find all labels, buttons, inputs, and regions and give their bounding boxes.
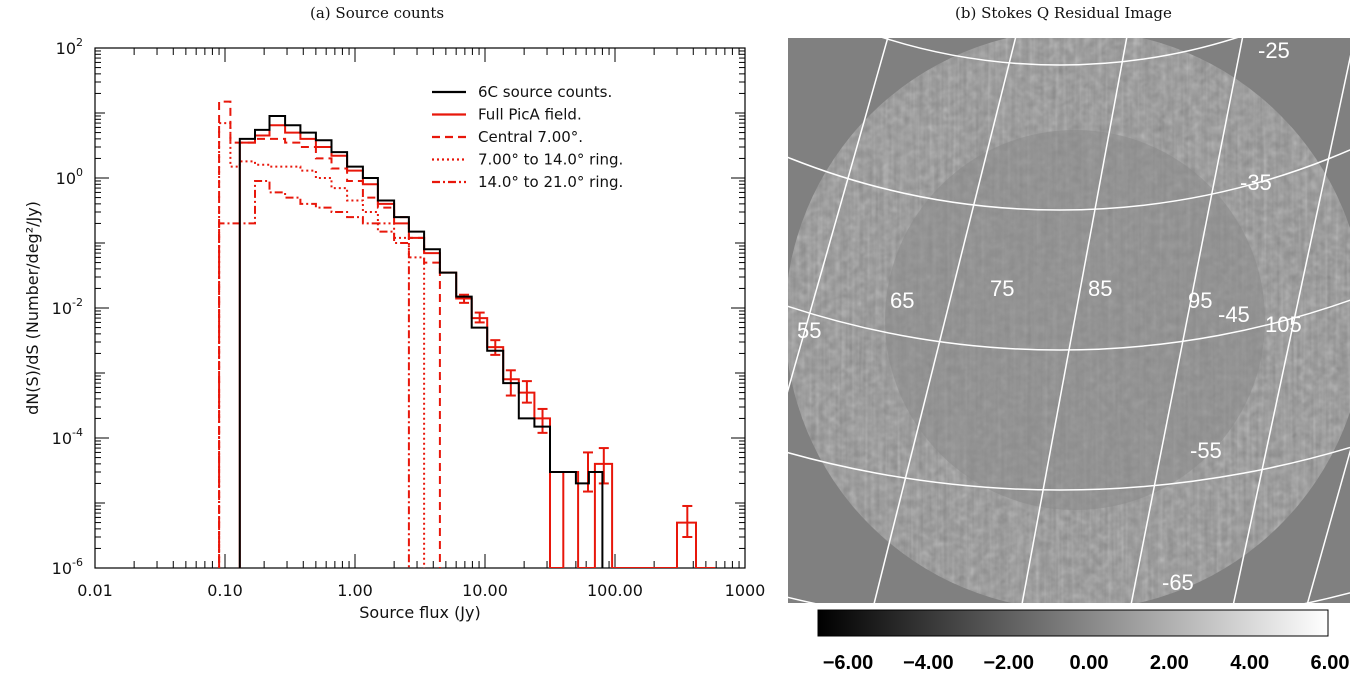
series-line [238,115,604,568]
x-tick-label: 1.00 [337,581,373,600]
panel-a-caption: (a) Source counts [310,4,445,22]
x-tick-label: 10.00 [462,581,508,600]
ra-grid-line [873,38,1017,603]
legend: 6C source counts. Full PicA field. Central… [432,83,623,191]
ra-grid-line [788,38,889,393]
legend-label: Central 7.00°. [478,128,583,146]
y-tick-label: 102 [56,36,83,58]
x-axis-label: Source flux (Jy) [359,603,480,622]
dec-grid-line [788,299,1350,351]
colorbar-tick-label: −6.00 [823,652,874,674]
dec-label: -25 [1258,38,1290,63]
x-axis-ticks [94,48,746,568]
colorbar [817,609,1329,637]
plot-frame [94,47,746,569]
y-tick-label: 10-2 [52,296,83,318]
series-line [218,180,410,568]
panel-a-chart: 0.01 0.10 1.00 10.00 100.00 1000 10-6 10-4 10-2… [23,36,765,622]
dec-label: -65 [1162,570,1194,595]
dec-grid-line [882,38,1238,66]
ra-grid-line [1130,38,1244,603]
colorbar-tick-label: 6.00 [1311,652,1350,674]
y-tick-label: 100 [56,166,83,188]
ra-grid-line [1021,38,1128,603]
dec-label: -55 [1190,438,1222,463]
error-bar [598,447,609,485]
dec-grid-line [788,446,1350,491]
ra-label: 105 [1265,312,1302,337]
legend-label: 6C source counts. [478,83,612,101]
ra-label: 75 [990,276,1014,301]
ra-grid-line [1306,449,1350,603]
series-layer [218,100,716,568]
series-line [218,122,426,568]
dec-label: -45 [1218,302,1250,327]
residual-disk [788,38,1350,603]
coordinate-labels: 55 65 75 85 95 105 -25 -35 -45 -55 -65 [797,38,1302,595]
ra-grid-line [1232,54,1350,603]
colorbar-labels: −6.00 −4.00 −2.00 0.00 2.00 4.00 6.00 [823,652,1350,674]
colorbar-tick-label: −2.00 [983,652,1034,674]
y-tick-label: 10-4 [52,426,83,448]
y-axis-ticks [95,47,745,569]
x-tick-label: 100.00 [587,581,643,600]
panel-b-caption: (b) Stokes Q Residual Image [955,4,1172,22]
y-axis-label: dN(S)/dS (Number/deg²/Jy) [23,201,42,415]
series-line [238,124,716,568]
colorbar-tick-label: 2.00 [1150,652,1189,674]
dec-grid-line [788,148,1350,211]
legend-label: Full PicA field. [478,106,582,124]
x-tick-label: 0.01 [77,581,113,600]
x-tick-labels: 0.01 0.10 1.00 10.00 100.00 1000 [77,581,765,600]
ra-label: 65 [890,288,914,313]
x-tick-label: 1000 [725,581,766,600]
series-line [218,100,441,568]
dec-label: -35 [1240,170,1272,195]
error-bar [521,380,532,404]
error-bar [682,504,693,538]
y-tick-labels: 10-6 10-4 10-2 100 102 [52,36,83,578]
colorbar-tick-label: 0.00 [1070,652,1109,674]
legend-label: 14.0° to 21.0° ring. [478,173,623,191]
legend-label: 7.00° to 14.0° ring. [478,151,623,169]
colorbar-tick-label: 4.00 [1230,652,1269,674]
ra-label: 85 [1088,276,1112,301]
colorbar-tick-label: −4.00 [903,652,954,674]
ra-label: 55 [797,318,821,343]
coordinate-grid [788,38,1350,603]
ra-label: 95 [1188,288,1212,313]
error-bar [474,311,485,324]
error-bar [490,339,501,356]
error-bar [537,407,548,434]
y-tick-label: 10-6 [52,556,83,578]
x-tick-label: 0.10 [207,581,243,600]
